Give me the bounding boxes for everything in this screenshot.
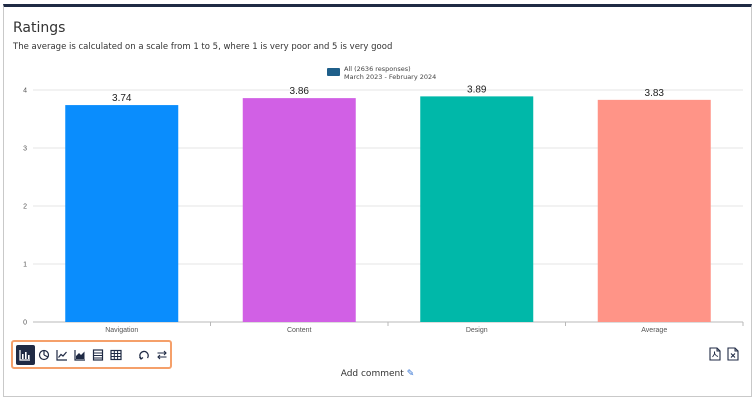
area-chart-button[interactable]: [71, 346, 88, 364]
x-tick-label: Design: [466, 327, 488, 334]
y-tick-label: 4: [23, 88, 27, 95]
list-table-button[interactable]: [89, 346, 106, 364]
bar-chart-button[interactable]: [16, 344, 35, 365]
rotate-button[interactable]: [135, 346, 152, 364]
bar: [242, 98, 356, 323]
x-tick-label: Average: [641, 327, 667, 334]
bar: [65, 105, 179, 322]
legend-series-name: All (2636 responses): [344, 65, 411, 73]
grid-table-icon: [109, 349, 122, 360]
page-title: Ratings: [13, 20, 66, 36]
swap-icon: [156, 350, 167, 359]
line-chart-icon: [56, 349, 67, 361]
chart-type-toolbar: [11, 340, 172, 369]
grid-table-button[interactable]: [107, 346, 124, 364]
bar: [420, 96, 534, 322]
bar: [597, 99, 711, 322]
add-comment-link[interactable]: Add comment: [340, 369, 404, 379]
line-chart-button[interactable]: [54, 346, 71, 364]
y-tick-label: 2: [23, 204, 27, 211]
legend-swatch: [327, 68, 340, 76]
add-comment-row: Add comment ✎: [0, 369, 755, 379]
y-tick-label: 3: [23, 146, 27, 153]
rotate-icon: [138, 350, 149, 360]
legend-series-period: March 2023 - February 2024: [344, 73, 436, 81]
pdf-export-button[interactable]: [709, 347, 721, 361]
pencil-icon[interactable]: ✎: [406, 369, 415, 379]
bar-value-label: 3.86: [290, 86, 310, 97]
swap-button[interactable]: [153, 346, 170, 364]
page-subtitle: The average is calculated on a scale fro…: [13, 42, 393, 52]
bar-value-label: 3.83: [645, 88, 665, 99]
excel-export-button[interactable]: [727, 347, 739, 361]
y-tick-label: 1: [23, 262, 27, 269]
list-table-icon: [92, 348, 103, 361]
pdf-export-icon: [709, 347, 721, 361]
bar-value-label: 3.74: [112, 93, 132, 104]
ratings-bar-chart: All (2636 responses)March 2023 - Februar…: [23, 65, 744, 334]
x-tick-label: Navigation: [105, 327, 138, 334]
bar-chart-icon: [19, 349, 31, 361]
excel-export-icon: [727, 347, 739, 361]
pie-chart-icon: [39, 349, 50, 360]
area-chart-icon: [74, 349, 85, 361]
y-tick-label: 0: [23, 320, 27, 327]
x-tick-label: Content: [287, 327, 312, 334]
bar-value-label: 3.89: [467, 84, 487, 95]
pie-chart-button[interactable]: [36, 346, 53, 364]
